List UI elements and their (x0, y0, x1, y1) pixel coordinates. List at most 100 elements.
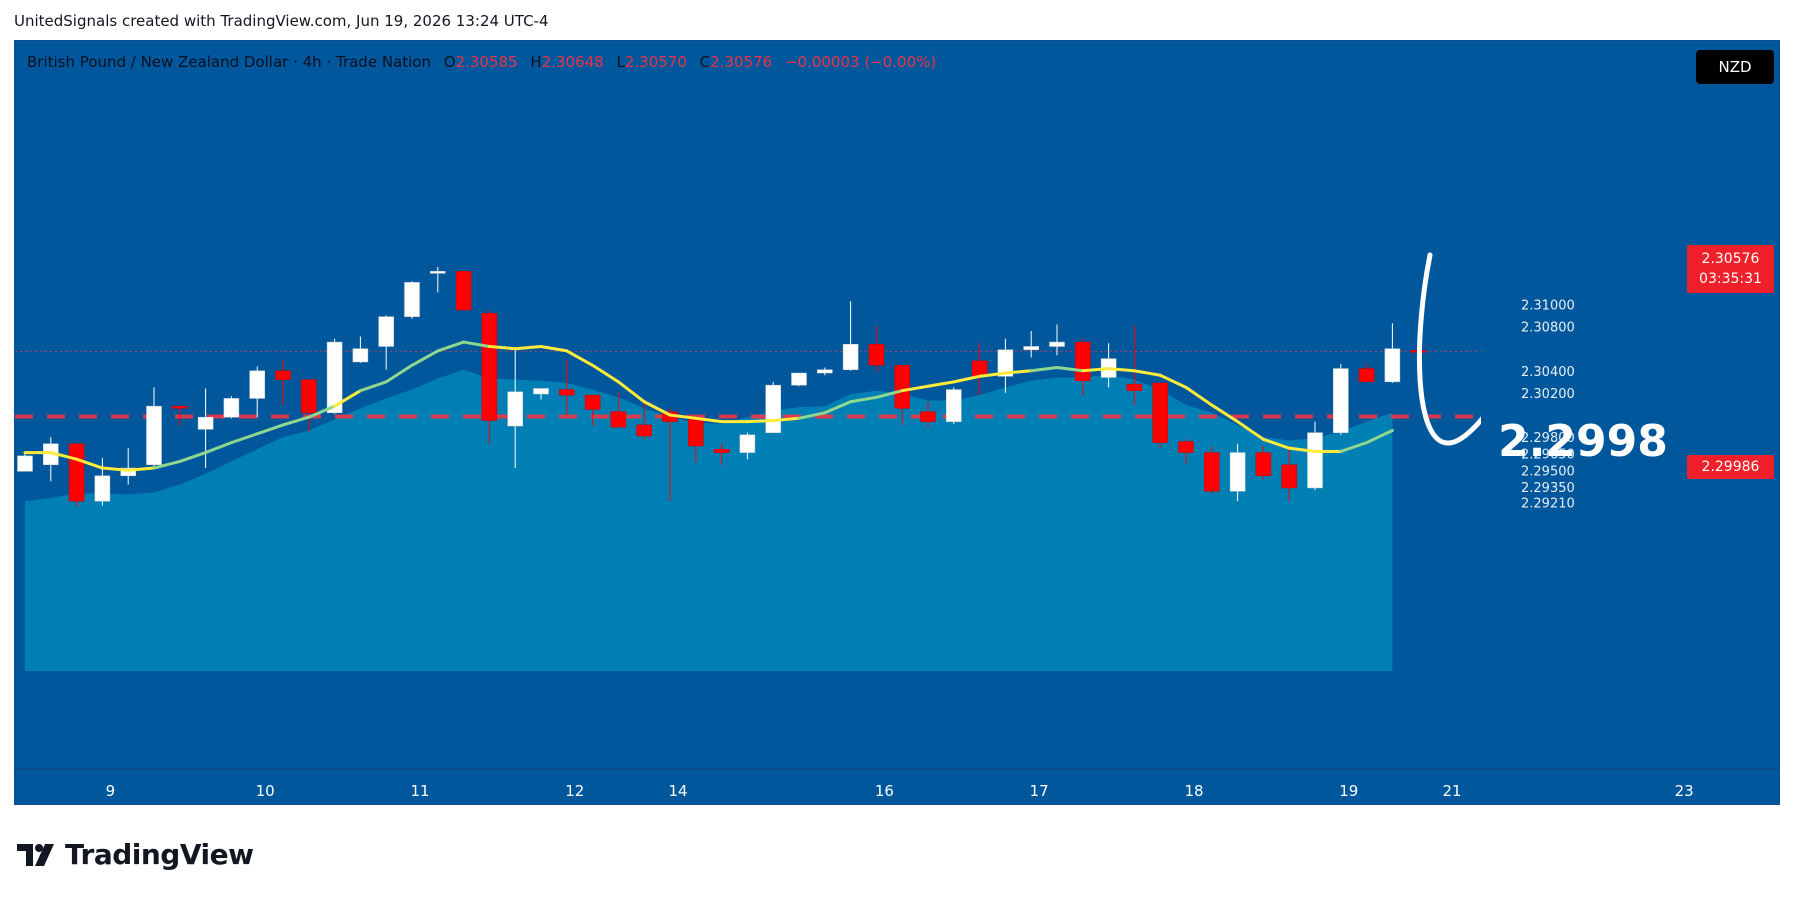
ema-line-layer (23, 340, 1394, 472)
ema-fast-segment (616, 380, 646, 404)
bearish-candle (481, 313, 498, 421)
bearish-candle (1178, 441, 1194, 453)
level-line-layer (15, 350, 1487, 419)
ema-fast-segment (100, 466, 130, 472)
bullish-candle (765, 384, 781, 433)
bar-countdown: 03:35:31 (1699, 271, 1762, 287)
ema-fast-segment (204, 441, 233, 455)
chart-credit: UnitedSignals created with TradingView.c… (14, 12, 549, 30)
time-tick-label: 17 (1030, 782, 1049, 800)
ema-fast-segment (1107, 367, 1136, 373)
ema-fast-segment (229, 432, 259, 445)
ema-fast-segment (1158, 373, 1188, 389)
bearish-candle (971, 360, 988, 377)
ema-fast-segment (255, 423, 285, 436)
bullish-candle (507, 391, 523, 427)
ema-fast-segment (745, 419, 775, 424)
ema-fast-segment (797, 411, 827, 420)
change-value: −0.00003 (−0.00%) (784, 53, 937, 71)
time-axis: 9 10 11 12 14 16 17 18 19 21 23 (15, 768, 1779, 800)
ema-fast-segment (668, 413, 698, 420)
ema-fast-segment (384, 363, 414, 384)
price-tick-label: 2.29500 (1521, 464, 1575, 479)
ema-fast-segment (1261, 437, 1291, 450)
price-tick-label: 2.30400 (1521, 365, 1575, 380)
ema-fast-segment (694, 416, 724, 424)
ema-fast-segment (410, 349, 440, 367)
bearish-candle (610, 411, 627, 428)
bullish-candle (817, 369, 833, 374)
ema-fast-segment (1287, 446, 1317, 453)
ema-fast-segment (978, 371, 1007, 378)
tradingview-logo[interactable]: TradingView (17, 838, 254, 871)
bearish-candle (713, 449, 730, 453)
ema-fast-segment (591, 363, 620, 384)
ema-fast-segment (75, 457, 104, 470)
ema-fast-segment (1081, 367, 1111, 373)
ema-fast-segment (849, 395, 878, 404)
ema-fast-segment (1365, 428, 1394, 445)
bullish-candle (1384, 348, 1401, 383)
close-value: 2.30576 (710, 53, 773, 71)
time-tick-label: 23 (1675, 782, 1694, 800)
ema-fast-segment (1003, 369, 1033, 375)
ema-fast-segment (49, 451, 79, 461)
bullish-candle (739, 434, 756, 453)
bullish-candle (430, 271, 446, 274)
target-price-annotation: 2.2998 (1498, 416, 1668, 467)
bearish-candle (275, 370, 291, 380)
time-tick-label: 12 (565, 782, 584, 800)
level-price-tag: 2.29986 (1687, 455, 1774, 479)
ema-fast-segment (1132, 369, 1162, 377)
time-tick-label: 19 (1339, 782, 1358, 800)
symbol-legend: British Pound / New Zealand Dollar · 4h … (27, 53, 937, 71)
bearish-candle (636, 424, 652, 437)
ema-fast-segment (565, 349, 595, 367)
time-tick-label: 10 (256, 782, 275, 800)
ema-fast-segment (462, 340, 491, 348)
chart-panel[interactable]: 2.31000 2.30800 2.30400 2.30200 2.29800 2.296… (14, 40, 1780, 805)
ema-fast-segment (281, 415, 311, 427)
high-value: 2.30648 (541, 53, 604, 71)
ema-fast-segment (1339, 441, 1369, 453)
ema-fast-segment (926, 380, 956, 388)
bearish-candle (1204, 452, 1220, 492)
bullish-candle (197, 416, 214, 430)
bullish-candle (946, 389, 962, 422)
bearish-candle (920, 411, 936, 422)
ema-fast-segment (152, 459, 182, 470)
bearish-candle (1358, 368, 1375, 383)
bullish-candle (1049, 341, 1065, 347)
ema-fast-segment (771, 416, 801, 423)
ema-area-layer (25, 369, 1393, 671)
tradingview-logo-text: TradingView (65, 838, 254, 871)
bullish-candle (1307, 432, 1323, 489)
bullish-candle (533, 388, 549, 395)
ema-fast-segment (1055, 365, 1085, 373)
ema-fast-segment (900, 384, 930, 393)
ema-fast-segment (642, 400, 672, 417)
ema-fast-segment (1029, 365, 1059, 373)
time-tick-label: 18 (1184, 782, 1203, 800)
ema-fast-segment (539, 344, 569, 353)
ema-fast-segment (358, 380, 388, 393)
symbol-name: British Pound / New Zealand Dollar · 4h … (27, 53, 431, 71)
bullish-candle (326, 341, 343, 414)
price-tick-label: 2.30800 (1521, 321, 1575, 336)
price-chart[interactable]: 2.31000 2.30800 2.30400 2.30200 2.29800 2.296… (15, 41, 1779, 804)
last-price-tag: 2.30576 03:35:31 (1687, 245, 1774, 293)
bullish-candle (249, 370, 265, 399)
ema-fast-segment (513, 344, 543, 351)
bearish-candle (688, 419, 704, 447)
bullish-candle (1023, 346, 1039, 351)
bearish-candle (1126, 383, 1143, 391)
candles-layer (17, 266, 1426, 507)
ema-fast-segment (126, 466, 156, 472)
bearish-candle (559, 389, 575, 396)
bullish-candle (997, 349, 1014, 377)
bullish-candle (94, 475, 111, 502)
ema-fast-segment (1184, 385, 1214, 407)
bullish-candle (352, 348, 369, 363)
currency-badge[interactable]: NZD (1696, 50, 1774, 84)
bearish-candle (1075, 341, 1091, 381)
